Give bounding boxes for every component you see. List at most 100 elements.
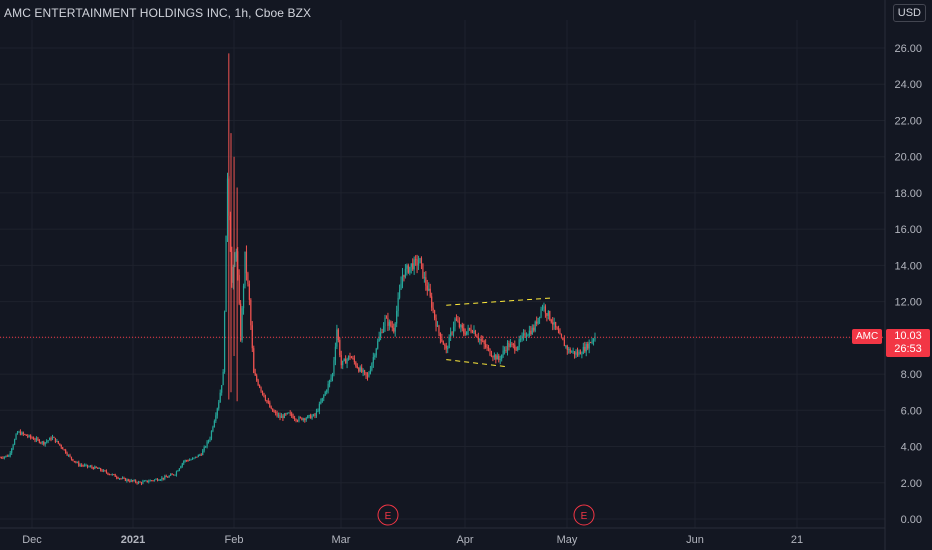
- candle-body: [60, 445, 62, 448]
- candle-body: [172, 474, 175, 476]
- candle-body: [447, 348, 449, 349]
- candle-body: [445, 345, 447, 349]
- candle-body: [463, 328, 465, 334]
- candle-body: [82, 465, 84, 467]
- candle-body: [423, 277, 425, 279]
- candle-body: [573, 351, 576, 355]
- candle-body: [234, 257, 236, 267]
- currency-button[interactable]: USD: [892, 4, 926, 22]
- y-tick-label: 0.00: [901, 514, 922, 526]
- candle-body: [581, 353, 583, 355]
- candle-body: [515, 349, 517, 351]
- candle-body: [398, 289, 401, 298]
- candle-body: [308, 415, 310, 416]
- candle-body: [468, 328, 471, 330]
- candle-body: [375, 348, 377, 356]
- candle-body: [159, 479, 162, 481]
- candle-body: [461, 325, 463, 329]
- candle-body: [345, 359, 347, 364]
- candle-body: [133, 480, 135, 482]
- candle-body: [407, 265, 409, 273]
- candle-body: [448, 336, 450, 349]
- candle-body: [530, 330, 532, 335]
- candle-body: [202, 450, 204, 456]
- candle-body: [436, 325, 439, 327]
- earnings-marker-label: E: [385, 511, 392, 522]
- candle-body: [394, 323, 396, 332]
- candle-body: [283, 413, 285, 419]
- candle-body: [541, 307, 544, 310]
- grid-lines: [0, 20, 885, 528]
- candle-body: [476, 335, 478, 338]
- candle-body: [378, 336, 380, 342]
- candle-body: [368, 373, 370, 377]
- y-tick-label: 16.00: [894, 224, 922, 236]
- candle-body: [560, 334, 563, 338]
- candle-body: [183, 461, 185, 464]
- candle-body: [51, 436, 54, 440]
- candle-body: [315, 411, 318, 416]
- candle-body: [525, 336, 528, 338]
- candle-body: [12, 444, 14, 449]
- candle-body: [336, 329, 338, 347]
- candle-body: [79, 464, 81, 466]
- candle-body: [321, 397, 323, 402]
- candle-body: [381, 332, 383, 334]
- candle-body: [180, 466, 182, 469]
- candle-body: [419, 258, 421, 264]
- candle-body: [209, 438, 211, 441]
- candle-body: [550, 319, 552, 323]
- candle-body: [97, 467, 99, 469]
- candle-body: [213, 420, 215, 427]
- candle-body: [495, 354, 497, 360]
- candle-body: [482, 340, 484, 342]
- candle-body: [304, 418, 306, 420]
- candle-body: [132, 480, 134, 482]
- candle-body: [555, 322, 557, 328]
- candle-body: [512, 343, 514, 345]
- candle-body: [181, 463, 183, 467]
- candle-body: [454, 318, 456, 327]
- candle-body: [215, 415, 217, 421]
- candle-body: [206, 441, 208, 447]
- candle-body: [312, 414, 315, 417]
- candle-body: [371, 363, 373, 370]
- candle-body: [5, 455, 7, 457]
- candle-body: [387, 318, 389, 326]
- candle-body: [62, 447, 64, 450]
- candle-body: [269, 402, 271, 408]
- candle-body: [193, 457, 195, 459]
- candle-body: [299, 417, 302, 419]
- candle-body: [320, 401, 322, 404]
- candle-body: [307, 415, 309, 419]
- candle-body: [199, 454, 201, 456]
- candle-body: [251, 325, 253, 349]
- candle-body: [139, 481, 141, 483]
- y-tick-label: 6.00: [901, 405, 922, 417]
- candle-body: [428, 288, 430, 291]
- candle-body: [63, 449, 65, 451]
- candle-body: [56, 440, 58, 442]
- candle-body: [425, 277, 427, 286]
- candle-body: [517, 346, 519, 351]
- candle-body: [305, 418, 307, 420]
- candle-body: [38, 439, 40, 443]
- candle-body: [91, 466, 93, 468]
- candle-body: [503, 350, 506, 351]
- y-tick-label: 26.00: [894, 43, 922, 55]
- candle-body: [575, 352, 577, 355]
- candle-body: [420, 258, 423, 264]
- candle-body: [66, 453, 68, 456]
- candle-body: [102, 470, 105, 472]
- candle-body: [435, 317, 437, 327]
- candle-body: [288, 412, 290, 414]
- channel-lower-line: [446, 359, 508, 368]
- candle-body: [168, 475, 170, 478]
- candle-body: [245, 251, 248, 274]
- x-tick-label: Apr: [456, 534, 473, 546]
- candle-body: [569, 349, 571, 353]
- candle-body: [416, 259, 418, 266]
- candle-body: [480, 339, 482, 341]
